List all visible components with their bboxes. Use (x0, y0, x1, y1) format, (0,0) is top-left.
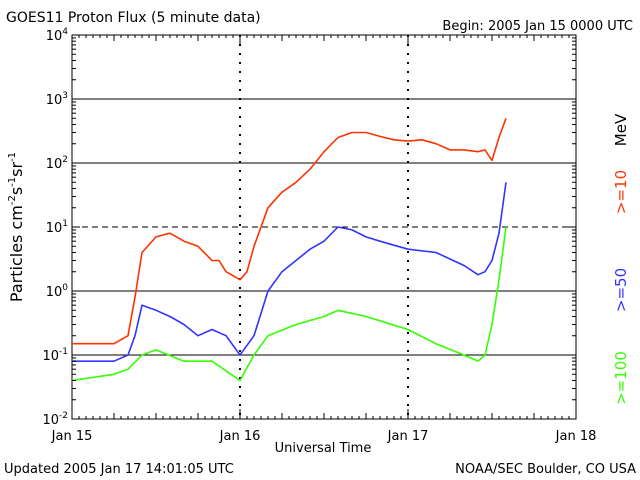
y-tick-label: 104 (46, 27, 69, 44)
energy-legend: MeV >=10 >=50 >=100 (612, 113, 630, 405)
series-line (72, 118, 507, 345)
reference-lines (72, 98, 576, 356)
unit-label: MeV (612, 113, 630, 146)
begin-time: Begin: 2005 Jan 15 0000 UTC (442, 19, 633, 34)
x-axis-label: Universal Time (275, 441, 372, 456)
x-axis: Jan 15 Jan 16 Jan 17 Jan 18 (51, 35, 597, 444)
updated-time: Updated 2005 Jan 17 14:01:05 UTC (4, 462, 234, 477)
energy-label: >=10 (612, 170, 630, 214)
x-tick-label: Jan 17 (387, 429, 429, 444)
y-tick-label: 10-1 (42, 347, 68, 364)
day-dividers (239, 35, 409, 419)
y-axis-label: Particles cm-2s-1sr-1 (7, 152, 26, 302)
y-tick-label: 102 (46, 155, 68, 172)
series-line (72, 182, 507, 363)
y-tick-label: 100 (46, 283, 69, 300)
energy-label: >=100 (612, 351, 630, 405)
y-tick-label: 10-2 (42, 411, 68, 428)
series-line (71, 226, 507, 382)
y-tick-label: 103 (46, 91, 68, 108)
x-tick-label: Jan 15 (51, 429, 93, 444)
series-layer (71, 118, 507, 382)
x-tick-label: Jan 18 (555, 429, 597, 444)
x-tick-label: Jan 16 (219, 429, 261, 444)
y-axis: 10-2 10-1 100 101 102 103 104 (42, 27, 576, 428)
chart-title: GOES11 Proton Flux (5 minute data) (6, 10, 261, 26)
y-tick-label: 101 (46, 219, 68, 236)
credit: NOAA/SEC Boulder, CO USA (455, 462, 636, 477)
energy-label: >=50 (612, 268, 630, 312)
